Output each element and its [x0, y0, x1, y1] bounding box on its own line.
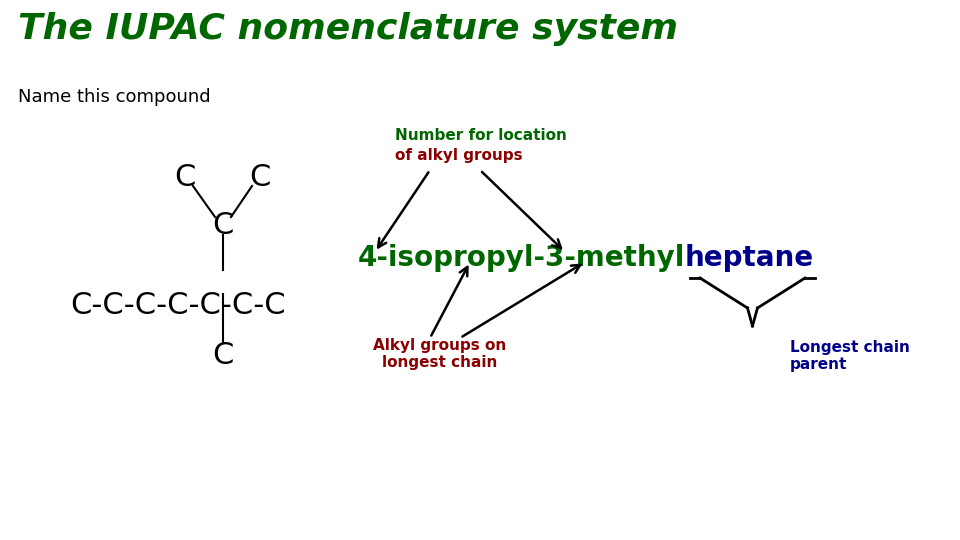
Text: 4-isopropyl-3-methyl: 4-isopropyl-3-methyl	[358, 244, 685, 272]
Text: C-C-C-C-C-C-C: C-C-C-C-C-C-C	[70, 291, 286, 320]
Text: C: C	[212, 341, 233, 369]
Text: C: C	[175, 164, 196, 192]
Text: C: C	[250, 164, 271, 192]
Text: heptane: heptane	[685, 244, 814, 272]
Text: Alkyl groups on
longest chain: Alkyl groups on longest chain	[373, 338, 507, 370]
Text: C: C	[212, 211, 233, 240]
Text: The IUPAC nomenclature system: The IUPAC nomenclature system	[18, 12, 678, 46]
Text: Number for location: Number for location	[395, 128, 566, 143]
Text: Longest chain
parent: Longest chain parent	[790, 340, 910, 373]
Text: Name this compound: Name this compound	[18, 88, 210, 106]
Text: of alkyl groups: of alkyl groups	[395, 148, 522, 163]
